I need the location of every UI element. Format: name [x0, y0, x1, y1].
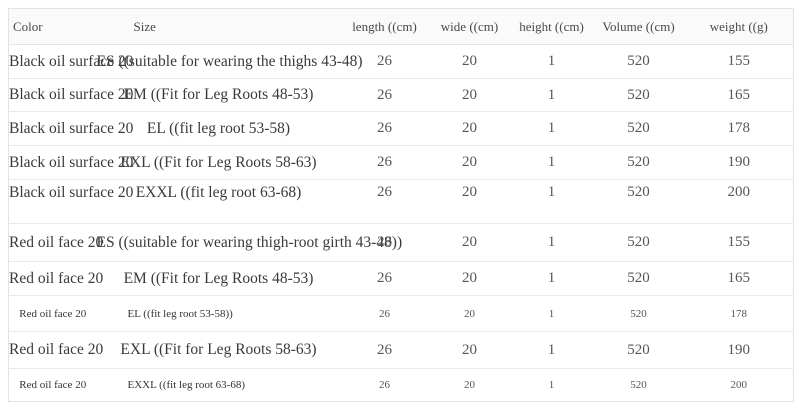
- cell-weight: 200: [727, 184, 751, 200]
- column-header-size: Size: [133, 18, 156, 34]
- cell-length: 26: [379, 307, 390, 320]
- cell-color: Black oil surface 20: [9, 52, 134, 70]
- cell-color: Red oil face 20: [19, 307, 87, 320]
- cell-height: 1: [547, 154, 556, 170]
- cell-color: Red oil face 20: [19, 379, 87, 391]
- cell-size: EXXL ((fit leg root 63-68): [135, 184, 302, 201]
- cell-length: 26: [377, 270, 392, 286]
- cell-weight: 178: [727, 120, 751, 136]
- cell-color: Red oil face 20: [9, 233, 104, 251]
- cell-volume: 520: [627, 53, 650, 69]
- cell-volume: 520: [630, 307, 647, 320]
- cell-color: Black oil surface 20: [9, 86, 134, 103]
- cell-wide: 20: [462, 53, 477, 69]
- cell-length: 26: [379, 379, 390, 391]
- cell-volume: 520: [627, 184, 650, 200]
- cell-wide: 20: [462, 234, 477, 250]
- cell-length: 26: [377, 341, 392, 358]
- table-row: Black oil surface 20 EXL ((Fit for Leg R…: [8, 146, 794, 180]
- cell-weight: 178: [730, 307, 748, 320]
- cell-weight: 165: [727, 270, 751, 286]
- cell-weight: 155: [727, 53, 751, 69]
- cell-color: Black oil surface 20: [9, 153, 134, 171]
- product-spec-table: Color Size length ((cm) wide ((cm) heigh…: [8, 8, 794, 402]
- cell-weight: 200: [730, 379, 748, 391]
- cell-height: 1: [547, 184, 556, 200]
- cell-size: EXL ((Fit for Leg Roots 58-63): [120, 341, 317, 358]
- cell-size: EM ((Fit for Leg Roots 48-53): [123, 269, 314, 287]
- table-row: Red oil face 20 EXXL ((fit leg root 63-6…: [8, 369, 794, 402]
- cell-wide: 20: [462, 184, 477, 200]
- table-row: Black oil surface 20 EM ((Fit for Leg Ro…: [8, 79, 794, 112]
- cell-wide: 20: [462, 270, 477, 286]
- cell-height: 1: [547, 120, 556, 136]
- cell-size: EXXL ((fit leg root 63-68): [127, 379, 246, 391]
- cell-volume: 520: [630, 379, 647, 391]
- column-header-weight: weight ((g): [709, 18, 768, 34]
- cell-size: EXL ((Fit for Leg Roots 58-63): [120, 153, 317, 171]
- cell-weight: 155: [727, 234, 751, 250]
- cell-length: 26: [377, 184, 392, 200]
- cell-height: 1: [547, 341, 556, 358]
- cell-size: EL ((fit leg root 53-58)): [127, 307, 233, 320]
- cell-volume: 520: [627, 154, 650, 170]
- cell-height: 1: [547, 53, 556, 69]
- cell-color: Red oil face 20: [9, 269, 104, 287]
- cell-color: Black oil surface 20: [9, 119, 134, 137]
- cell-height: 1: [547, 270, 556, 286]
- cell-length: 26: [377, 154, 392, 170]
- cell-wide: 20: [464, 379, 475, 391]
- cell-color: Red oil face 20: [9, 341, 104, 358]
- cell-weight: 165: [727, 86, 751, 103]
- table-row: Red oil face 20 EM ((Fit for Leg Roots 4…: [8, 262, 794, 296]
- column-header-length: length ((cm): [352, 18, 417, 34]
- column-header-height: height ((cm): [519, 18, 584, 34]
- cell-size: ES ((suitable for wearing the thighs 43-…: [96, 52, 363, 70]
- cell-length: 26: [377, 234, 392, 250]
- header-row: Color Size length ((cm) wide ((cm) heigh…: [8, 8, 794, 45]
- cell-size: EL ((fit leg root 53-58): [146, 119, 291, 137]
- cell-wide: 20: [462, 86, 477, 103]
- cell-wide: 20: [464, 307, 475, 320]
- cell-wide: 20: [462, 120, 477, 136]
- cell-length: 26: [377, 53, 392, 69]
- cell-size: EM ((Fit for Leg Roots 48-53): [123, 86, 314, 103]
- cell-weight: 190: [727, 341, 751, 358]
- column-header-volume: Volume ((cm): [602, 18, 675, 34]
- table-row: Red oil face 20 EXL ((Fit for Leg Roots …: [8, 332, 794, 369]
- cell-volume: 520: [627, 86, 650, 103]
- cell-height: 1: [547, 234, 556, 250]
- table-row: Black oil surface 20 EXXL ((fit leg root…: [8, 180, 794, 224]
- cell-height: 1: [548, 307, 555, 320]
- cell-length: 26: [377, 86, 392, 103]
- cell-height: 1: [548, 379, 555, 391]
- cell-wide: 20: [462, 341, 477, 358]
- table-row: Black oil surface 20 EL ((fit leg root 5…: [8, 112, 794, 146]
- cell-height: 1: [547, 86, 556, 103]
- cell-volume: 520: [627, 120, 650, 136]
- cell-size: ES ((suitable for wearing thigh-root gir…: [96, 233, 403, 251]
- cell-volume: 520: [627, 234, 650, 250]
- cell-length: 26: [377, 120, 392, 136]
- cell-volume: 520: [627, 341, 650, 358]
- cell-wide: 20: [462, 154, 477, 170]
- cell-color: Black oil surface 20: [9, 184, 134, 201]
- table-row: Red oil face 20 EL ((fit leg root 53-58)…: [8, 296, 794, 332]
- column-header-wide: wide ((cm): [440, 18, 499, 34]
- table-row: Red oil face 20 ES ((suitable for wearin…: [8, 224, 794, 262]
- cell-weight: 190: [727, 154, 751, 170]
- cell-volume: 520: [627, 270, 650, 286]
- table-row: Black oil surface 20 ES ((suitable for w…: [8, 45, 794, 79]
- column-header-color: Color: [13, 18, 43, 34]
